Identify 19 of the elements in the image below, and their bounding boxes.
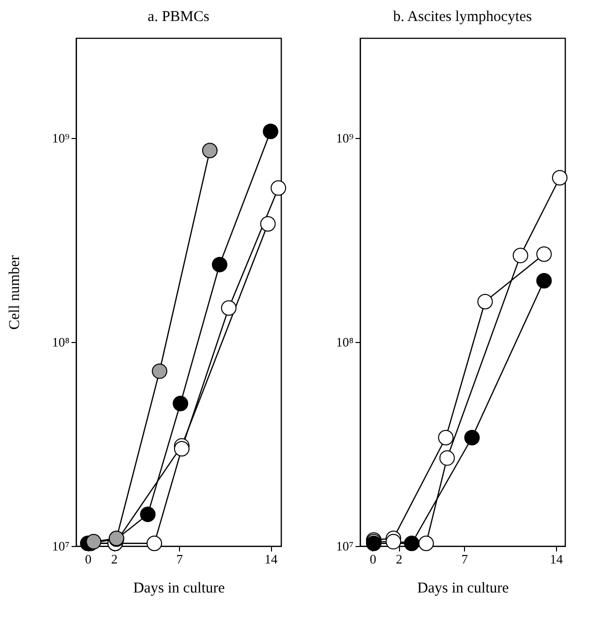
chart-title: b. Ascites lymphocytes <box>393 9 532 25</box>
x-tick-label: 14 <box>550 552 564 566</box>
y-tick-label: 10⁸ <box>52 334 70 350</box>
y-tick-label: 10⁷ <box>336 538 354 554</box>
x-tick-label: 7 <box>461 552 468 566</box>
x-axis-title: Days in culture <box>417 580 510 596</box>
x-tick-label: 14 <box>264 552 278 566</box>
y-tick-label: 10⁹ <box>52 130 70 146</box>
x-tick-label: 0 <box>85 552 92 566</box>
x-axis-title: Days in culture <box>133 580 226 596</box>
y-tick-label: 10⁸ <box>336 334 354 350</box>
chart-title: a. PBMCs <box>148 9 210 25</box>
x-tick-label: 2 <box>111 552 118 566</box>
x-tick-label: 2 <box>396 552 402 566</box>
x-tick-label: 0 <box>370 552 376 566</box>
y-tick-label: 10⁷ <box>52 538 70 554</box>
y-tick-label: 10⁹ <box>336 130 354 146</box>
y-axis-title: Cell number <box>6 255 23 330</box>
x-tick-label: 7 <box>176 552 184 566</box>
